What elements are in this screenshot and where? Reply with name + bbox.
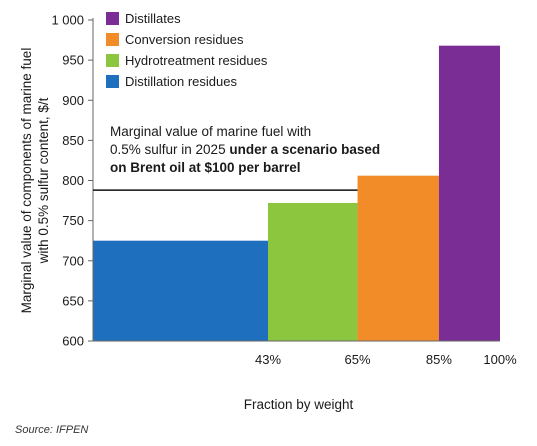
- legend-label: Distillation residues: [125, 74, 237, 89]
- x-axis-title: Fraction by weight: [244, 397, 354, 412]
- y-axis-title: Marginal value of components of marine f…: [19, 48, 51, 314]
- source-note: Source: IFPEN: [15, 424, 89, 436]
- legend-label: Distillates: [125, 11, 181, 26]
- annotation-line-2-bold: under a scenario based: [229, 142, 380, 157]
- annotation-line-1: Marginal value of marine fuel with: [110, 124, 311, 139]
- bars: [93, 45, 500, 342]
- annotation: Marginal value of marine fuel with 0.5% s…: [110, 124, 380, 175]
- annotation-line-2: 0.5% sulfur in 2025 under a scenario bas…: [110, 142, 380, 157]
- y-axis-ticks: 600 650 700 750 800 850 900 950 1 000: [51, 13, 93, 349]
- bar-distillates: [438, 45, 500, 342]
- y-axis-title-line: with 0.5% sulfur content, $/t: [36, 97, 51, 264]
- x-tick-label: 85%: [426, 352, 452, 367]
- x-tick-label: 65%: [345, 352, 371, 367]
- bar-distillation-residues: [93, 240, 269, 341]
- y-tick-label: 750: [62, 213, 84, 228]
- legend-swatch: [106, 12, 119, 25]
- bar-hydrotreatment-residues: [268, 202, 358, 341]
- y-tick-label: 1 000: [51, 13, 84, 28]
- legend-swatch: [106, 75, 119, 88]
- bar-conversion-residues: [357, 175, 439, 341]
- legend-swatch: [106, 54, 119, 67]
- legend-label: Conversion residues: [125, 32, 244, 47]
- annotation-line-2-regular: 0.5% sulfur in 2025: [110, 142, 229, 157]
- y-tick-label: 850: [62, 133, 84, 148]
- legend-label: Hydrotreatment residues: [125, 53, 268, 68]
- x-tick-label: 43%: [255, 352, 281, 367]
- legend-swatch: [106, 33, 119, 46]
- x-axis-ticks: 43% 65% 85% 100%: [255, 352, 517, 367]
- x-tick-label: 100%: [483, 352, 517, 367]
- y-axis-title-line: Marginal value of components of marine f…: [19, 48, 34, 314]
- y-tick-label: 800: [62, 173, 84, 188]
- y-tick-label: 700: [62, 253, 84, 268]
- y-tick-label: 650: [62, 293, 84, 308]
- legend: Distillates Conversion residues Hydrotreat…: [106, 11, 268, 89]
- axes: [92, 18, 500, 342]
- y-tick-label: 950: [62, 53, 84, 68]
- y-tick-label: 600: [62, 334, 84, 349]
- y-tick-label: 900: [62, 93, 84, 108]
- annotation-line-3: on Brent oil at $100 per barrel: [110, 160, 301, 175]
